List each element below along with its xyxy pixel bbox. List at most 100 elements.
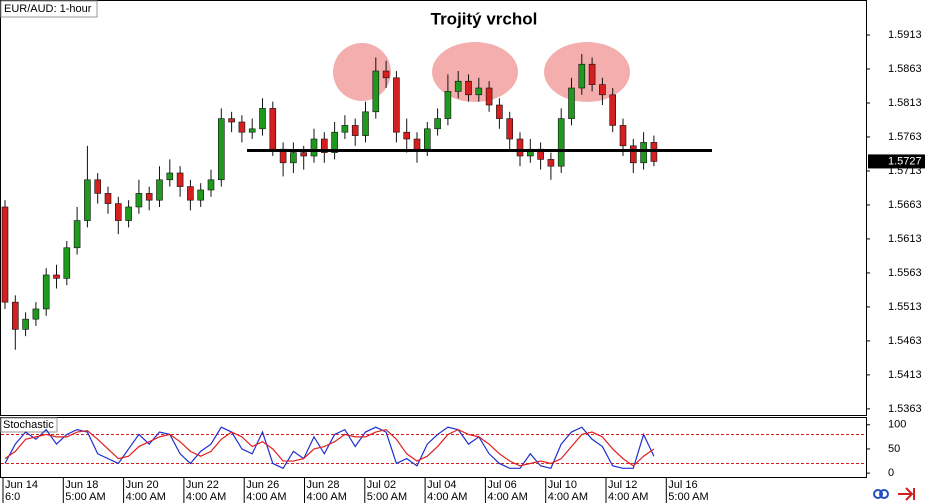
candle-body	[413, 138, 421, 150]
candle-body	[156, 179, 163, 201]
candle-body	[32, 308, 40, 320]
y-tick-label: 1.5663	[888, 199, 922, 211]
candle-body	[362, 111, 369, 136]
x-date-label: Jun 26	[246, 479, 279, 491]
candle-body	[207, 179, 215, 191]
candle-body	[557, 118, 565, 167]
symbol-box	[0, 0, 98, 18]
stochastic-panel	[0, 417, 867, 478]
candle-body	[73, 220, 81, 249]
candle-body	[609, 94, 617, 126]
candle-body	[248, 128, 256, 133]
candle-body	[166, 172, 174, 181]
last-price-box	[868, 154, 925, 169]
x-date-label: Jun 20	[126, 479, 159, 491]
x-time-label: 4:00 AM	[487, 491, 527, 503]
candle-body	[197, 189, 204, 201]
y-tick-label: 1.5363	[888, 403, 922, 415]
chart-title: Trojitý vrchol	[431, 9, 538, 28]
x-date-label: Jun 18	[65, 479, 98, 491]
y-tick-label: 1.5513	[888, 301, 922, 313]
candle-body	[578, 63, 586, 89]
candle-body	[53, 274, 60, 279]
x-date-label: Jul 16	[668, 479, 697, 491]
y-tick-label: 1.5563	[888, 267, 922, 279]
candle-body	[12, 301, 19, 330]
candle-body	[496, 104, 503, 119]
y-tick-label: 1.5863	[888, 63, 922, 75]
candle-body	[485, 87, 493, 106]
x-time-label: 4:00 AM	[307, 491, 347, 503]
candle-body	[403, 131, 411, 140]
link-icon[interactable]	[873, 489, 883, 499]
candle-body	[599, 84, 606, 96]
candle-body	[145, 193, 153, 201]
peak-highlight	[333, 43, 391, 101]
peak-highlight	[432, 42, 518, 102]
candle-body	[320, 138, 328, 153]
x-date-label: Jun 28	[307, 479, 340, 491]
plot	[1, 54, 712, 350]
candle-body	[115, 203, 122, 221]
candle-body	[94, 179, 101, 194]
candle-body	[568, 87, 575, 119]
candle-body	[187, 186, 194, 201]
last-price-label: 1.5727	[888, 155, 922, 167]
candle-body	[259, 108, 266, 130]
candle-body	[84, 179, 91, 221]
x-date-label: Jun 14	[5, 479, 38, 491]
x-time-label: 4:00 AM	[186, 491, 226, 503]
y-tick-label: 1.5413	[888, 369, 922, 381]
candle-body	[63, 247, 71, 279]
candle-body	[393, 77, 400, 133]
x-date-label: Jul 12	[608, 479, 637, 491]
highlights	[333, 42, 630, 102]
candle-body	[300, 152, 308, 157]
candle-body	[290, 152, 297, 164]
y-tick-label: 1.5613	[888, 233, 922, 245]
candle-body	[434, 118, 441, 130]
candle-body	[228, 118, 235, 123]
candle-body	[588, 63, 596, 85]
candle-body	[372, 70, 380, 113]
x-time-label: 5:00 AM	[668, 491, 708, 503]
candle-body	[1, 206, 9, 303]
symbol-label: EUR/AUD: 1-hour	[4, 3, 92, 15]
x-time-label: 5:00 AM	[65, 491, 105, 503]
indicator-label: Stochastic	[3, 419, 54, 431]
x-date-label: Jun 22	[186, 479, 219, 491]
candle-body	[454, 80, 462, 92]
candle-body	[506, 118, 514, 140]
x-time-label: 4:00 AM	[246, 491, 286, 503]
x-date-label: Jul 04	[427, 479, 456, 491]
y-tick-label: 1.5463	[888, 335, 922, 347]
arrow-icon[interactable]	[898, 487, 915, 501]
candle-body	[135, 193, 143, 208]
candle-body	[218, 118, 225, 181]
candle-body	[351, 125, 359, 136]
x-date-label: Jul 06	[487, 479, 516, 491]
candle-body	[629, 145, 637, 164]
candle-body	[42, 274, 50, 310]
candle-body	[423, 128, 431, 150]
x-date-label: Jul 10	[548, 479, 577, 491]
y-tick-label: 1.5763	[888, 131, 922, 143]
y-tick-label: 100	[888, 419, 906, 431]
candle-body	[516, 138, 524, 157]
candle-body	[475, 87, 483, 96]
indicator-box	[0, 417, 58, 433]
x-time-label: 4:00 AM	[427, 491, 467, 503]
x-time-label: 6:0	[5, 491, 20, 503]
x-time-label: 4:00 AM	[126, 491, 166, 503]
toolbar-icons[interactable]	[873, 487, 915, 501]
x-time-label: 4:00 AM	[548, 491, 588, 503]
y-tick-label: 50	[888, 443, 900, 455]
link-icon[interactable]	[879, 489, 889, 499]
y-tick-label: 0	[888, 467, 894, 479]
stochastic-line	[4, 428, 655, 467]
x-time-label: 5:00 AM	[367, 491, 407, 503]
candle-body	[619, 125, 627, 147]
candle-body	[310, 138, 318, 157]
x-time-label: 4:00 AM	[608, 491, 648, 503]
